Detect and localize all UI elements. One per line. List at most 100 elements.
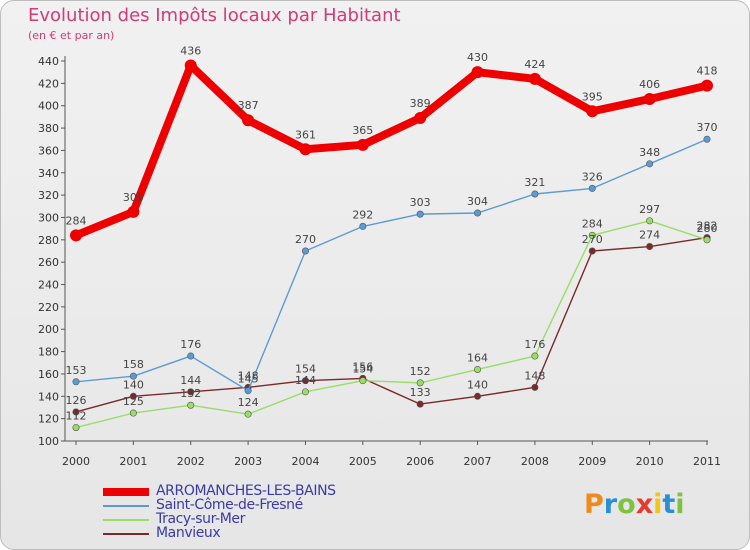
data-label: 112 [66, 410, 87, 423]
x-tick-label: 2005 [349, 455, 377, 468]
data-label: 158 [123, 358, 144, 371]
y-tick-label: 100 [38, 435, 59, 448]
data-label: 124 [238, 396, 259, 409]
data-label: 395 [582, 90, 603, 103]
data-point [474, 209, 482, 217]
x-tick-label: 2008 [521, 455, 549, 468]
x-tick-label: 2009 [578, 455, 606, 468]
data-label: 284 [582, 217, 603, 230]
data-label: 406 [639, 78, 660, 91]
data-label: 297 [639, 203, 660, 216]
data-point [359, 222, 367, 230]
data-point [301, 247, 309, 255]
legend-label: ARROMANCHES-LES-BAINS [156, 483, 336, 499]
data-point [356, 138, 369, 151]
legend-label: Manvieux [156, 525, 221, 541]
y-tick-label: 280 [38, 234, 59, 247]
data-label: 321 [524, 176, 545, 189]
data-point [588, 247, 596, 255]
data-label: 126 [66, 394, 87, 407]
y-tick-label: 400 [38, 100, 59, 113]
data-label: 153 [66, 364, 87, 377]
y-tick-label: 420 [38, 77, 59, 90]
series-line [75, 220, 708, 429]
data-label: 365 [352, 124, 373, 137]
data-point [416, 379, 424, 387]
data-point [244, 387, 252, 395]
data-label: 156 [352, 360, 373, 373]
data-label: 140 [123, 378, 144, 391]
data-point [528, 72, 541, 85]
data-point [646, 217, 654, 225]
y-tick-label: 240 [38, 279, 59, 292]
x-tick-label: 2002 [177, 455, 205, 468]
data-label: 148 [238, 369, 259, 382]
series-line [74, 61, 708, 240]
data-point [416, 400, 424, 408]
data-point [244, 410, 252, 418]
legend-swatch [103, 519, 149, 521]
y-tick-label: 120 [38, 413, 59, 426]
data-label: 292 [352, 208, 373, 221]
data-point [643, 93, 656, 105]
x-tick-label: 2010 [636, 455, 664, 468]
data-point [72, 378, 80, 386]
data-point [187, 352, 195, 360]
data-label: 282 [697, 220, 718, 233]
data-label: 176 [524, 338, 545, 351]
data-point [703, 236, 711, 244]
data-point [646, 243, 654, 251]
data-point [359, 377, 367, 385]
data-label: 389 [410, 97, 431, 110]
data-label: 284 [66, 214, 87, 227]
data-label: 430 [467, 51, 488, 64]
data-point [301, 377, 309, 385]
data-label: 270 [295, 233, 316, 246]
data-point [72, 424, 80, 432]
proxiti-logo: Proxiti [584, 489, 685, 520]
data-point [471, 66, 484, 79]
data-label: 270 [582, 233, 603, 246]
data-label: 326 [582, 170, 603, 183]
legend-swatch [103, 505, 149, 507]
data-label: 274 [639, 229, 660, 242]
y-tick-label: 260 [38, 256, 59, 269]
x-tick-label: 2006 [406, 455, 434, 468]
data-label: 436 [180, 44, 201, 57]
data-point [474, 365, 482, 373]
data-label: 164 [467, 351, 488, 364]
legend-label: Tracy-sur-Mer [156, 511, 245, 527]
x-tick-label: 2000 [62, 455, 90, 468]
data-point [586, 105, 599, 118]
data-label: 387 [238, 99, 259, 112]
data-point [129, 392, 137, 400]
y-tick-label: 300 [38, 211, 59, 224]
data-point [184, 59, 197, 72]
data-point [531, 190, 539, 198]
data-label: 280 [697, 222, 718, 235]
data-label: 144 [180, 374, 201, 387]
y-tick-label: 340 [38, 167, 59, 180]
data-label: 148 [524, 369, 545, 382]
data-point [129, 372, 137, 380]
data-label: 125 [123, 395, 144, 408]
x-tick-label: 2011 [693, 455, 721, 468]
y-tick-label: 180 [38, 346, 59, 359]
data-point [703, 135, 711, 143]
data-label: 154 [352, 363, 373, 376]
data-label: 418 [697, 65, 718, 78]
data-point [129, 409, 137, 417]
data-point [701, 79, 713, 92]
y-tick-label: 320 [38, 189, 59, 202]
y-tick-label: 160 [38, 368, 59, 381]
chart-title: Evolution des Impôts locaux par Habitant [28, 5, 401, 26]
data-label: 176 [180, 338, 201, 351]
series-line [75, 236, 708, 413]
data-label: 424 [524, 58, 545, 71]
data-label: 370 [697, 121, 718, 134]
series-line [75, 138, 708, 392]
data-label: 133 [410, 386, 431, 399]
data-point [414, 112, 427, 124]
